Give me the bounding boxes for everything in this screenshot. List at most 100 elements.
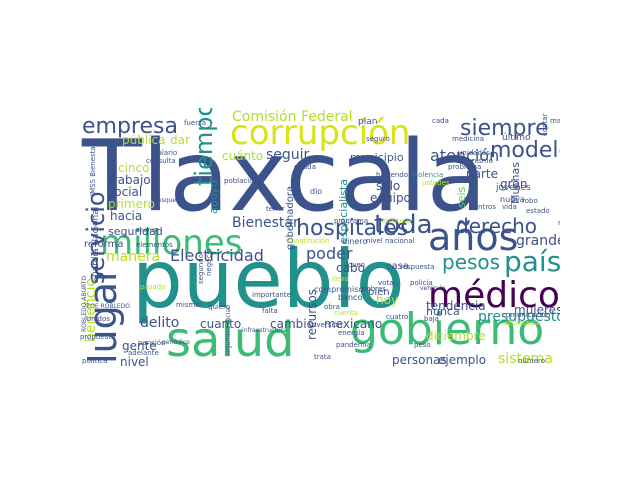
word: poder [306, 244, 353, 263]
word: jóvenes [496, 183, 531, 193]
word: compromiso [314, 285, 364, 294]
word: propuesta [80, 333, 116, 341]
word: periódico [162, 339, 190, 346]
word: nivel nacional [366, 237, 415, 245]
word: recursos [305, 288, 319, 340]
word: unidades [458, 149, 490, 157]
word: mano [550, 117, 560, 125]
word: seguro [366, 135, 390, 143]
word: centros [470, 203, 496, 211]
word: vida [502, 203, 517, 211]
word: corrupción [230, 113, 411, 153]
word: trata [314, 353, 331, 361]
word: salario [154, 149, 178, 157]
word: tener [266, 205, 285, 213]
word: nueva [500, 195, 525, 204]
word: hoy [376, 293, 399, 307]
word: atención [430, 146, 500, 165]
word: nuevo [558, 220, 560, 227]
word: plan [358, 117, 378, 127]
word: falta [262, 307, 278, 315]
word: gente [122, 339, 157, 353]
word: presupuesto [478, 309, 560, 325]
word: equipo [370, 191, 411, 205]
word: energía [338, 329, 365, 337]
word: policía [410, 279, 433, 287]
word: nivel [120, 355, 149, 369]
word: Unidos [86, 315, 110, 323]
word: toda [374, 210, 433, 240]
word: haciendo [376, 171, 408, 179]
word: elementos [136, 241, 173, 249]
word: pobres [362, 285, 386, 293]
word: seguridad [108, 225, 163, 238]
word: cambio [270, 317, 314, 331]
word: cuatro [386, 313, 409, 321]
word: cuenta [334, 309, 359, 317]
word: programa [334, 217, 369, 225]
word: gran [500, 177, 528, 191]
word: Bienestar [232, 215, 299, 231]
word: cabo [336, 261, 365, 275]
word-cloud: Tlaxcala pueblo salud gobierno millones corru… [80, 108, 560, 372]
word: derecho [456, 214, 537, 238]
word: Constitución [286, 237, 330, 245]
word: médico [428, 275, 560, 316]
word: vehículo [420, 285, 446, 292]
word: infraestructura [242, 327, 287, 334]
word: robo [522, 197, 538, 205]
word: baja [424, 315, 439, 323]
word: joven [346, 261, 366, 269]
word: inversión [310, 321, 343, 329]
word: seguridad social [225, 307, 232, 356]
word: pensión [138, 339, 166, 347]
word: apoyo [207, 180, 220, 214]
word: dar [170, 133, 190, 147]
word: pueblo [132, 233, 405, 326]
word: empresa [82, 114, 178, 139]
word: seguir [266, 147, 310, 163]
word: deuda [294, 163, 316, 171]
word: número [518, 357, 546, 365]
word: cuánto [222, 149, 264, 163]
word: pandemia [336, 341, 371, 349]
word: social [108, 185, 143, 199]
word: último [502, 133, 531, 143]
word: modelo [490, 138, 560, 163]
word: estado [526, 207, 550, 215]
word: Tlaxcala [82, 120, 487, 234]
word: dinero [342, 237, 368, 246]
word: mexicano [324, 317, 383, 331]
word: parte [466, 167, 498, 181]
word: medicina [452, 135, 485, 143]
word: obra [324, 303, 340, 311]
word: gobierno [350, 304, 545, 355]
word: mujeres [514, 303, 560, 317]
word: hospitales [296, 216, 409, 241]
word: sólo [376, 179, 401, 193]
word: años [428, 215, 519, 259]
word: Electricidad [170, 246, 264, 265]
word: tendencia [426, 299, 486, 313]
word: menos [138, 227, 159, 234]
word: comunicación [502, 311, 551, 319]
word: millones [100, 223, 243, 263]
word: lleva [332, 275, 349, 283]
word: organismo [456, 157, 493, 165]
word: personas [392, 353, 447, 367]
word: quiero [208, 303, 231, 311]
word: primero [108, 197, 155, 211]
word: delito [140, 315, 180, 331]
word: hacia [110, 209, 143, 223]
word: importante [252, 291, 291, 299]
word: salud [166, 312, 295, 368]
word: secretaría [504, 319, 539, 327]
word: bien [368, 287, 390, 298]
word: cada [432, 117, 449, 125]
word: diciembre [426, 329, 486, 343]
word: municipio [350, 151, 404, 164]
word: siempre [460, 116, 549, 141]
word: país [504, 245, 560, 278]
word: pasado [140, 283, 166, 291]
